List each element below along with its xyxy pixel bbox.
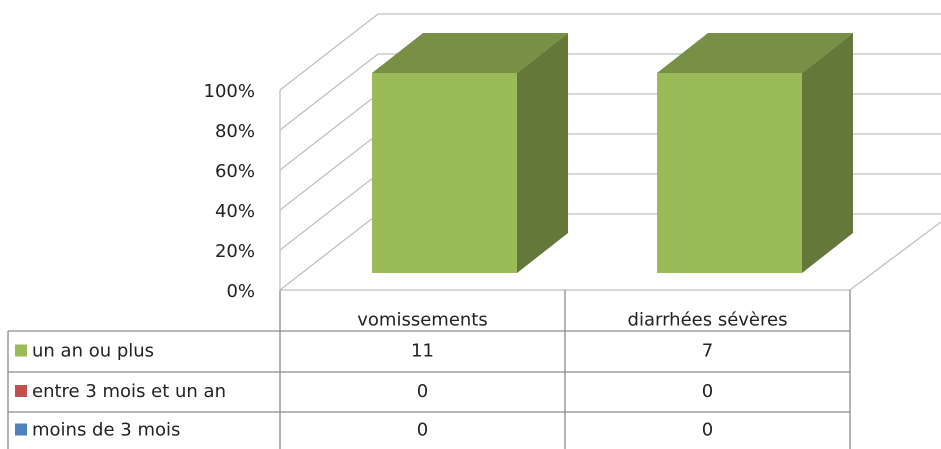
y-tick-label: 40% [215, 201, 255, 222]
legend-label: moins de 3 mois [32, 420, 180, 441]
bar-side [517, 33, 568, 273]
y-tick-label: 60% [215, 161, 255, 182]
legend-swatch [15, 344, 27, 357]
legend-swatch [15, 385, 27, 397]
bar-side [802, 33, 853, 273]
table-value: 0 [702, 381, 713, 402]
bar-top [372, 33, 568, 73]
bar-top [657, 33, 853, 73]
y-tick-label: 20% [215, 241, 255, 262]
x-tick-label: diarrhées sévères [628, 310, 788, 331]
table-value: 0 [417, 420, 428, 441]
legend-swatch [15, 423, 27, 436]
table-value: 11 [411, 341, 434, 362]
bar-front [372, 73, 517, 273]
table-value: 7 [702, 341, 713, 362]
grid-line [279, 13, 941, 91]
y-tick-label: 100% [204, 81, 255, 102]
legend-label: un an ou plus [32, 341, 154, 362]
table-value: 0 [702, 420, 713, 441]
y-tick-label: 80% [215, 121, 255, 142]
y-tick-label: 0% [226, 281, 255, 302]
x-tick-label: vomissements [357, 310, 487, 331]
bar-front [657, 73, 802, 273]
legend-label: entre 3 mois et un an [32, 381, 226, 402]
table-value: 0 [417, 381, 428, 402]
